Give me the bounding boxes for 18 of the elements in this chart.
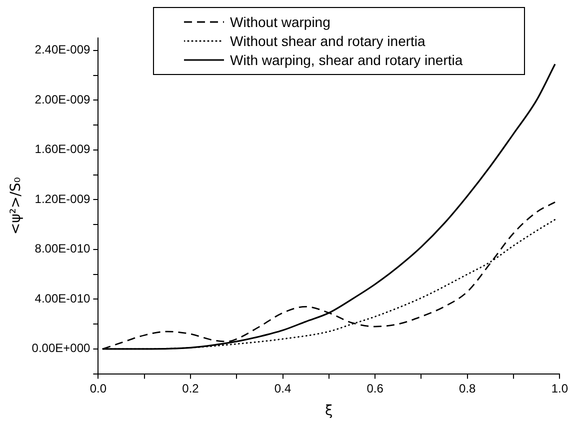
x-tick-label: 0.6	[366, 381, 384, 396]
y-tick-label: 2.00E-009	[34, 92, 90, 106]
x-tick-label: 0.4	[274, 381, 292, 396]
legend-label: Without shear and rotary inertia	[230, 32, 426, 48]
y-axis-title: <ψ²>/S₀	[8, 176, 24, 235]
y-tick-label: 1.60E-009	[34, 142, 90, 156]
y-tick-label: 8.00E-010	[34, 242, 90, 256]
legend-label: Without warping	[230, 14, 330, 30]
x-tick-label: 0.2	[182, 381, 200, 396]
x-tick-label: 0.0	[90, 381, 107, 396]
y-tick-label: 1.20E-009	[34, 192, 90, 206]
y-tick-label: 2.40E-009	[34, 42, 90, 57]
x-tick-label: 0.8	[459, 381, 476, 396]
y-tick-label: 4.00E-010	[34, 291, 90, 306]
x-tick-label: 1.0	[551, 381, 568, 396]
y-tick-label: 0.00E+000	[32, 341, 91, 356]
legend-label: With warping, shear and rotary inertia	[230, 52, 463, 68]
x-axis-title: ξ	[325, 403, 333, 420]
